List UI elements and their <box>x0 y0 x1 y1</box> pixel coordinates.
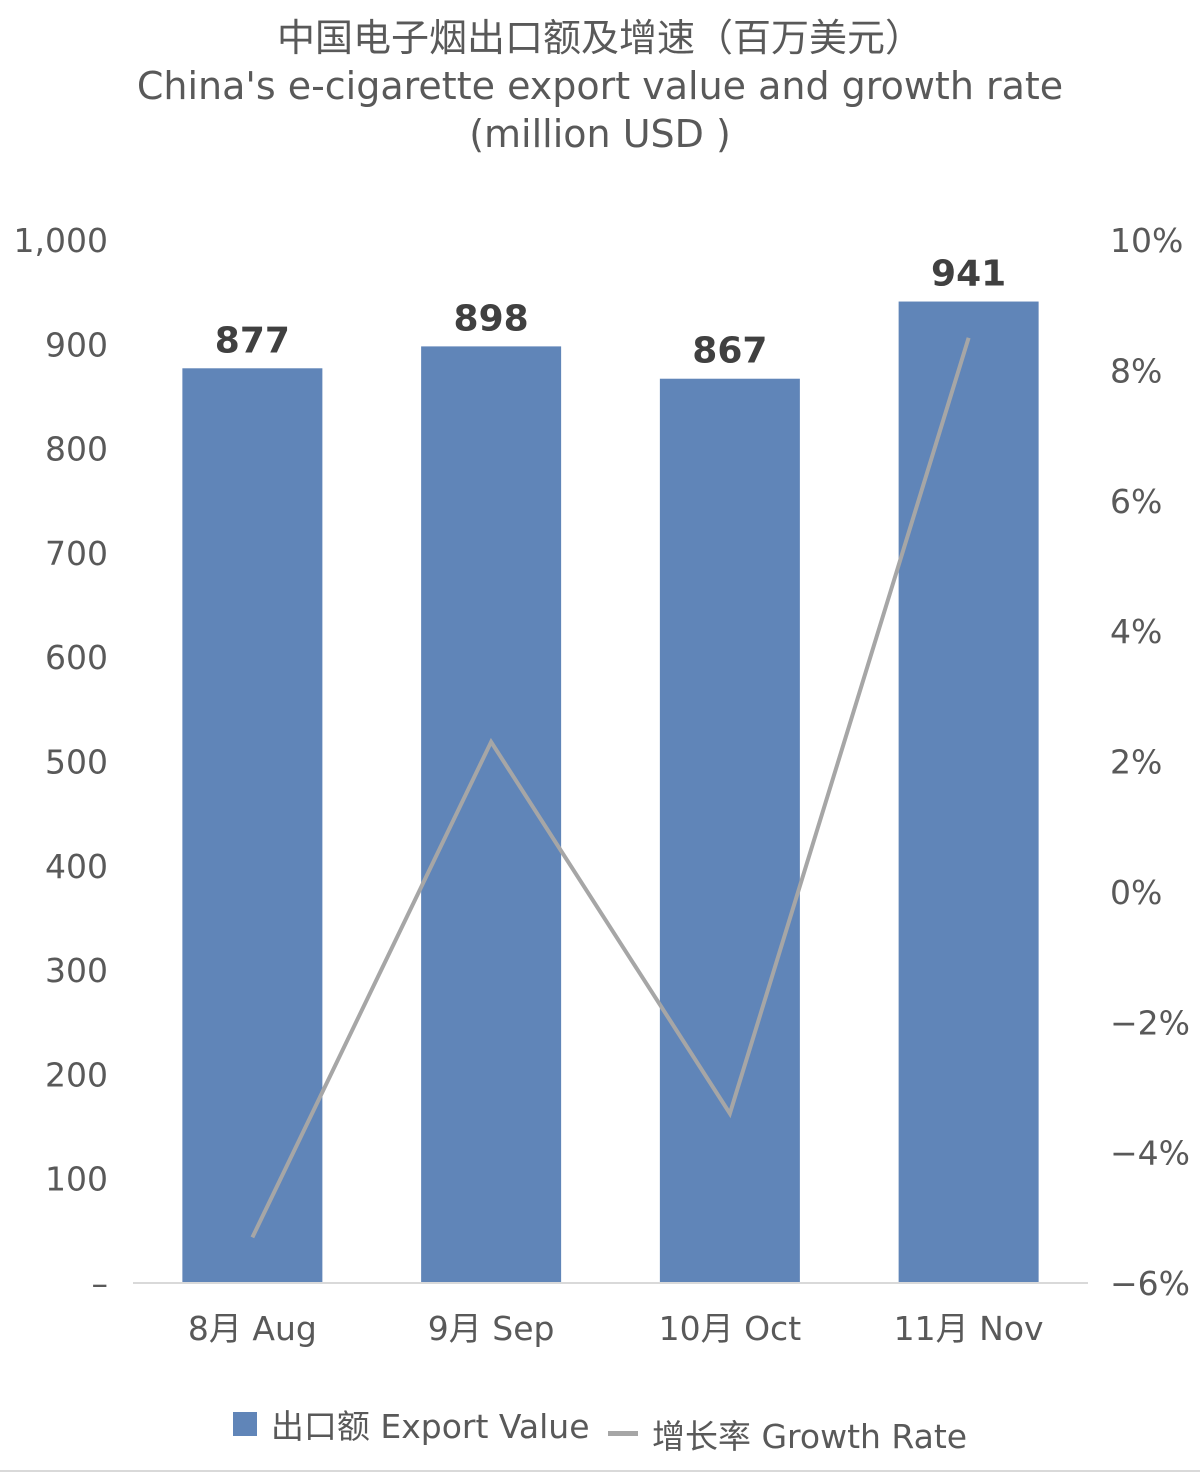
legend-item-growth-rate: 增长率 Growth Rate <box>608 1410 967 1458</box>
x-category-label: 9月 Sep <box>428 1309 555 1348</box>
y-left-tick-label: 400 <box>45 847 108 886</box>
bar-export-value <box>898 301 1039 1283</box>
y-right-tick-label: 4% <box>1110 612 1162 651</box>
chart-title: 中国电子烟出口额及增速（百万美元） China's e-cigarette ex… <box>100 14 1100 158</box>
chart-title-en: China's e-cigarette export value and gro… <box>136 64 1064 156</box>
y-left-tick-label: 600 <box>45 638 108 677</box>
bar-export-value <box>182 368 323 1283</box>
chart-svg: – 100 200 300 400 500 600 700 800 900 1,000 −6% −4% −… <box>14 221 1191 1348</box>
bar-data-label: 877 <box>215 320 290 361</box>
x-category-label: 11月 Nov <box>894 1309 1044 1348</box>
legend: 出口额 Export Value 增长率 Growth Rate <box>0 1400 1200 1458</box>
y-right-tick-label: 2% <box>1110 743 1162 782</box>
bar-export-value <box>659 378 800 1283</box>
growth-rate-line <box>250 337 971 1239</box>
y-right-tick-label: −4% <box>1110 1134 1190 1173</box>
y-left-tick-label: 700 <box>45 534 108 573</box>
y-left-tick-label: 800 <box>45 430 108 469</box>
bar-data-label: 941 <box>931 254 1006 295</box>
x-category-label: 10月 Oct <box>659 1309 802 1348</box>
y-right-tick-label: 10% <box>1110 221 1183 260</box>
legend-swatch-bar <box>232 1412 257 1436</box>
y-left-tick-label: 500 <box>45 743 108 782</box>
bottom-divider <box>0 1470 1200 1472</box>
y-left-tick-label: 1,000 <box>14 221 108 260</box>
y-right-tick-label: −6% <box>1110 1264 1190 1303</box>
x-category-label: 8月 Aug <box>188 1309 317 1348</box>
legend-label-growth-rate: 增长率 Growth Rate <box>652 1416 968 1456</box>
bar-data-label: 898 <box>454 298 529 339</box>
legend-label-export-value: 出口额 Export Value <box>270 1407 590 1446</box>
bar-data-label: 867 <box>692 331 767 372</box>
y-right-tick-label: 6% <box>1110 482 1162 521</box>
chart-title-zh: 中国电子烟出口额及增速（百万美元） <box>276 16 923 60</box>
y-left-tick-label: 100 <box>45 1160 108 1199</box>
y-left-tick-label: 900 <box>45 325 108 364</box>
y-left-tick-label: 200 <box>45 1055 108 1094</box>
y-left-tick-label: 300 <box>45 951 108 990</box>
y-right-tick-label: 8% <box>1110 351 1162 390</box>
y-left-tick-label: – <box>92 1264 109 1303</box>
y-right-tick-label: −2% <box>1110 1003 1190 1042</box>
y-right-tick-label: 0% <box>1110 873 1162 912</box>
legend-item-export-value: 出口额 Export Value <box>232 1400 590 1448</box>
legend-swatch-line <box>608 1431 638 1436</box>
